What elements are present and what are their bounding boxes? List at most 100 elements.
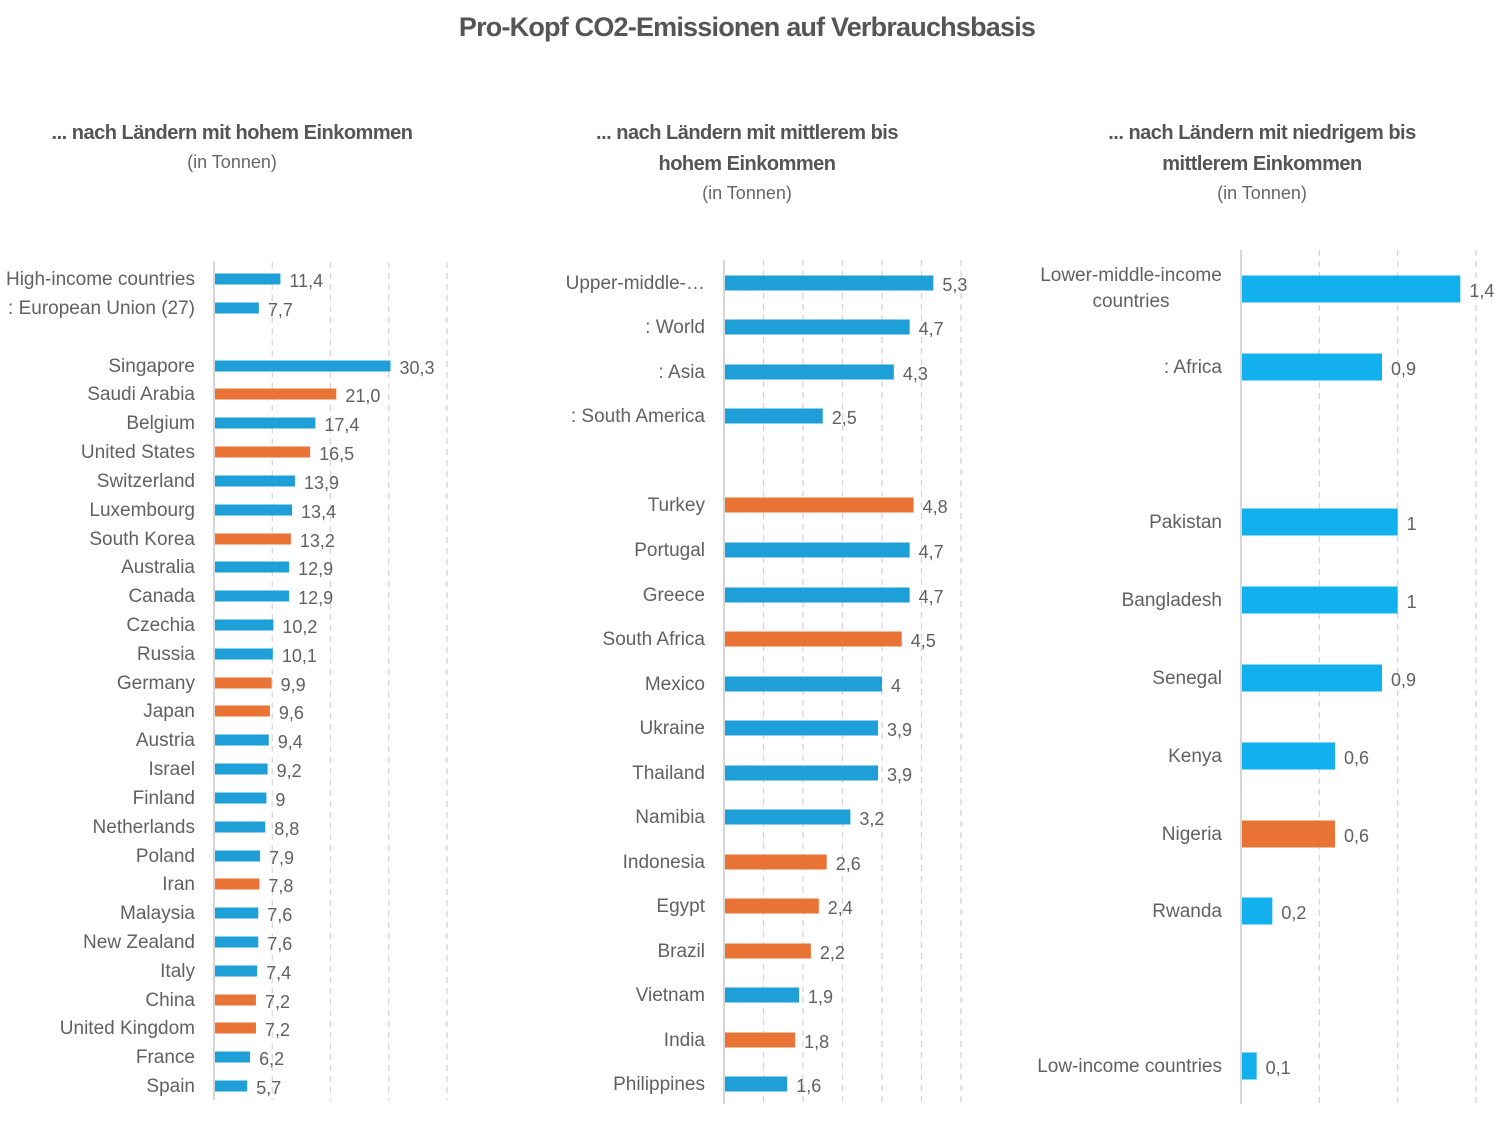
category-label-south-korea: South Korea <box>89 529 195 550</box>
panel-title-high-income: ... nach Ländern mit hohem Einkommen (in… <box>22 118 442 176</box>
value-label-canada: 12,9 <box>298 588 333 608</box>
value-label-austria: 9,4 <box>278 732 303 752</box>
value-label-mexico: 4 <box>891 676 901 696</box>
bar-lower-middle-income-countries <box>1242 275 1461 303</box>
category-label-netherlands: Netherlands <box>93 817 195 838</box>
value-label-new-zealand: 7,6 <box>267 934 292 954</box>
bar-austria <box>215 734 269 746</box>
value-label-pakistan: 1 <box>1407 514 1417 534</box>
value-label-iran: 7,8 <box>268 876 293 896</box>
value-label-india: 1,8 <box>804 1032 829 1052</box>
category-label-ukraine: Ukraine <box>640 718 705 739</box>
value-label-egypt: 2,4 <box>828 898 853 918</box>
value-label-netherlands: 8,8 <box>274 819 299 839</box>
bar-czechia <box>215 619 274 631</box>
category-label-russia: Russia <box>137 644 196 665</box>
value-label-singapore: 30,3 <box>399 358 434 378</box>
category-label-spain: Spain <box>146 1076 195 1097</box>
category-label-low-income-countries: Low-income countries <box>1037 1056 1222 1077</box>
category-label-south-africa: South Africa <box>603 629 706 650</box>
category-label-united-states: United States <box>81 442 195 463</box>
category-label-africa: : Africa <box>1164 357 1223 378</box>
value-label-european-union-27: 7,7 <box>268 300 293 320</box>
value-label-nigeria: 0,6 <box>1344 826 1369 846</box>
bar-nigeria <box>1242 820 1335 848</box>
bar-egypt <box>725 898 819 914</box>
category-label-line: countries <box>1092 291 1169 312</box>
category-label-iran: Iran <box>162 874 195 895</box>
bar-thailand <box>725 765 879 781</box>
value-label-bangladesh: 1 <box>1407 592 1417 612</box>
value-label-asia: 4,3 <box>903 364 928 384</box>
category-label-poland: Poland <box>136 846 195 867</box>
category-label-world: : World <box>645 317 705 338</box>
bar-united-states <box>215 446 311 458</box>
category-label-new-zealand: New Zealand <box>83 932 195 953</box>
category-label-portugal: Portugal <box>634 540 705 561</box>
bar-asia <box>725 364 894 380</box>
value-label-vietnam: 1,9 <box>808 987 833 1007</box>
bar-australia <box>215 561 290 573</box>
bar-low-income-countries <box>1242 1052 1257 1080</box>
panel-unit: (in Tonnen) <box>702 183 792 203</box>
value-label-united-kingdom: 7,2 <box>265 1020 290 1040</box>
category-label-egypt: Egypt <box>656 896 705 917</box>
category-label-malaysia: Malaysia <box>120 903 195 924</box>
category-label-turkey: Turkey <box>648 495 706 516</box>
category-label-czechia: Czechia <box>126 615 195 636</box>
bar-africa <box>1242 353 1382 381</box>
bar-senegal <box>1242 664 1382 692</box>
bar-saudi-arabia <box>215 388 337 400</box>
category-label-bangladesh: Bangladesh <box>1122 590 1222 611</box>
bar-netherlands <box>215 821 266 833</box>
bar-spain <box>215 1080 248 1092</box>
value-label-south-africa: 4,5 <box>911 631 936 651</box>
value-label-lower-middle-income-countries: 1,4 <box>1469 281 1494 301</box>
value-label-world: 4,7 <box>919 319 944 339</box>
value-label-japan: 9,6 <box>279 703 304 723</box>
value-label-finland: 9 <box>275 790 285 810</box>
category-label-high-income-countries: High-income countries <box>6 269 195 290</box>
category-label-namibia: Namibia <box>635 807 705 828</box>
value-label-australia: 12,9 <box>298 559 333 579</box>
category-label-senegal: Senegal <box>1152 668 1222 689</box>
category-label-greece: Greece <box>643 585 705 606</box>
value-label-rwanda: 0,2 <box>1281 903 1306 923</box>
bar-mexico <box>725 676 882 692</box>
bar-malaysia <box>215 907 259 919</box>
bar-turkey <box>725 497 914 513</box>
bar-portugal <box>725 542 910 558</box>
category-label-rwanda: Rwanda <box>1152 901 1222 922</box>
value-label-south-korea: 13,2 <box>300 531 335 551</box>
value-label-united-states: 16,5 <box>319 444 354 464</box>
category-label-thailand: Thailand <box>632 763 705 784</box>
category-label-china: China <box>145 990 195 1011</box>
bar-japan <box>215 705 270 717</box>
category-label-france: France <box>136 1047 195 1068</box>
value-label-south-america: 2,5 <box>832 408 857 428</box>
category-label-singapore: Singapore <box>108 356 195 377</box>
bar-luxembourg <box>215 504 293 516</box>
bar-south-africa <box>725 631 902 647</box>
panel-heading: ... nach Ländern mit mittlerem bis hohem… <box>596 122 898 175</box>
value-label-poland: 7,9 <box>269 848 294 868</box>
category-label-nigeria: Nigeria <box>1162 824 1223 845</box>
bar-singapore <box>215 360 391 372</box>
category-label-pakistan: Pakistan <box>1149 512 1222 533</box>
value-label-malaysia: 7,6 <box>267 905 292 925</box>
main-title: Pro-Kopf CO2-Emissionen auf Verbrauchsba… <box>458 12 1036 42</box>
category-label-vietnam: Vietnam <box>636 985 705 1006</box>
value-label-senegal: 0,9 <box>1391 670 1416 690</box>
bar-india <box>725 1032 796 1048</box>
category-label-germany: Germany <box>117 673 196 694</box>
value-label-switzerland: 13,9 <box>304 473 339 493</box>
category-label-austria: Austria <box>136 730 196 751</box>
category-label-kenya: Kenya <box>1168 746 1222 767</box>
bar-upper-middle <box>725 275 934 291</box>
category-label-brazil: Brazil <box>657 941 705 962</box>
bar-rwanda <box>1242 897 1273 925</box>
value-label-saudi-arabia: 21,0 <box>345 386 380 406</box>
bar-switzerland <box>215 475 295 487</box>
panel-heading: ... nach Ländern mit niedrigem bis mittl… <box>1108 122 1416 175</box>
bar-poland <box>215 850 261 862</box>
